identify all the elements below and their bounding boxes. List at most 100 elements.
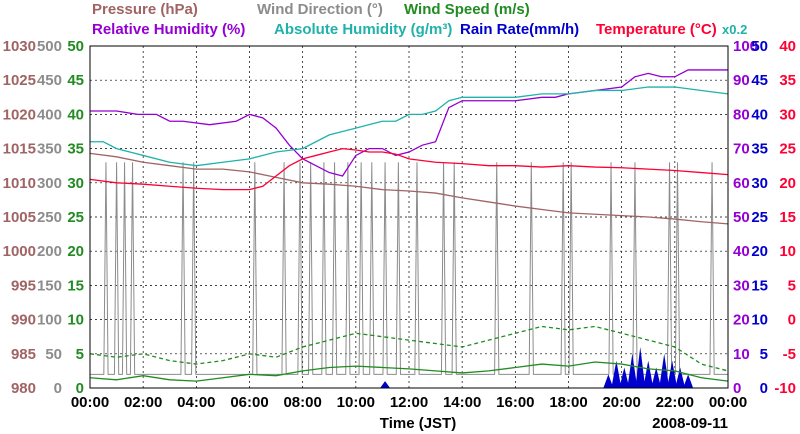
tick-wind-speed: 20 xyxy=(67,243,84,260)
tick-temperature: 10 xyxy=(779,243,796,260)
tick-wind-direction: 100 xyxy=(37,312,62,329)
rain-scale-note: x0.2 xyxy=(722,22,747,37)
chart-grid xyxy=(90,46,728,388)
tick-pressure: 1010 xyxy=(3,175,36,192)
tick-rain-rate: 25 xyxy=(751,209,768,226)
tick-relative-humidity: 80 xyxy=(733,106,750,123)
wind-direction-line xyxy=(90,162,728,375)
rain-bar xyxy=(659,353,670,388)
tick-wind-direction: 150 xyxy=(37,277,62,294)
tick-relative-humidity: 10 xyxy=(733,346,750,363)
tick-rain-rate: 15 xyxy=(751,277,768,294)
tick-pressure: 1025 xyxy=(3,72,36,89)
tick-pressure: 1000 xyxy=(3,243,36,260)
tick-wind-speed: 30 xyxy=(67,175,84,192)
tick-rain-rate: 35 xyxy=(751,141,768,158)
tick-relative-humidity: 90 xyxy=(733,72,750,89)
tick-wind-speed: 40 xyxy=(67,106,84,123)
title-wind_speed: Wind Speed (m/s) xyxy=(404,1,530,18)
x-tick-label: 00:00 xyxy=(709,394,747,411)
tick-relative-humidity: 70 xyxy=(733,141,750,158)
tick-temperature: 5 xyxy=(788,277,796,294)
tick-wind-direction: 0 xyxy=(54,380,62,397)
rain-bar xyxy=(643,360,654,388)
x-tick-label: 18:00 xyxy=(549,394,587,411)
chart-axes: 1030102510201015101010051000995990985980… xyxy=(3,38,796,397)
tick-wind-direction: 200 xyxy=(37,243,62,260)
tick-rain-rate: 40 xyxy=(751,106,768,123)
tick-wind-speed: 10 xyxy=(67,312,84,329)
title-temperature: Temperature (°C) xyxy=(596,21,717,38)
tick-pressure: 1015 xyxy=(3,141,36,158)
rain-bar xyxy=(611,360,622,388)
rain-bar xyxy=(619,367,630,388)
tick-wind-speed: 15 xyxy=(67,277,84,294)
tick-wind-direction: 500 xyxy=(37,38,62,55)
series-absolute-humidity xyxy=(90,86,729,167)
title-relative_humidity: Relative Humidity (%) xyxy=(92,21,245,38)
series-relative-humidity xyxy=(90,69,728,177)
x-tick-label: 04:00 xyxy=(177,394,215,411)
rain-bar xyxy=(675,367,686,388)
series-temperature xyxy=(89,147,729,191)
tick-rain-rate: 30 xyxy=(751,175,768,192)
x-tick-label: 10:00 xyxy=(337,394,375,411)
x-tick-label: 14:00 xyxy=(443,394,481,411)
tick-wind-speed: 5 xyxy=(76,346,84,363)
tick-wind-speed: 35 xyxy=(67,141,84,158)
tick-wind-speed: 25 xyxy=(67,209,84,226)
tick-relative-humidity: 30 xyxy=(733,277,750,294)
tick-wind-direction: 50 xyxy=(45,346,62,363)
x-axis-label: Time (JST) xyxy=(380,415,456,432)
series-pressure xyxy=(89,152,729,225)
title-absolute_humidity: Absolute Humidity (g/m³) xyxy=(274,21,452,38)
plot-frame xyxy=(89,45,729,389)
tick-rain-rate: 50 xyxy=(751,38,768,55)
rain-bar xyxy=(651,367,662,388)
tick-wind-direction: 400 xyxy=(37,106,62,123)
tick-temperature: -10 xyxy=(774,380,796,397)
tick-pressure: 1030 xyxy=(3,38,36,55)
tick-relative-humidity: 0 xyxy=(733,380,741,397)
tick-rain-rate: 10 xyxy=(751,312,768,329)
tick-temperature: 0 xyxy=(788,312,796,329)
x-tick-label: 16:00 xyxy=(496,394,534,411)
x-tick-label: 02:00 xyxy=(124,394,162,411)
tick-rain-rate: 5 xyxy=(760,346,768,363)
rain-bar xyxy=(380,381,391,388)
x-axis: 00:00 02:00 04:00 06:00 08:00 10:00 12:00 14:00… xyxy=(71,394,747,432)
title-wind_direction: Wind Direction (°) xyxy=(257,1,383,18)
tick-wind-direction: 300 xyxy=(37,175,62,192)
date-label: 2008-09-11 xyxy=(652,415,728,432)
tick-temperature: -5 xyxy=(783,346,796,363)
rain-rate-series xyxy=(380,346,694,388)
rain-bar xyxy=(683,374,694,388)
tick-pressure: 1005 xyxy=(3,209,36,226)
tick-pressure: 985 xyxy=(11,346,36,363)
tick-wind-direction: 250 xyxy=(37,209,62,226)
tick-relative-humidity: 60 xyxy=(733,175,750,192)
rain-bar xyxy=(627,353,638,388)
wind-direction-series xyxy=(90,162,728,375)
title-pressure: Pressure (hPa) xyxy=(92,1,198,18)
x-tick-label: 20:00 xyxy=(602,394,640,411)
x-tick-label: 08:00 xyxy=(283,394,321,411)
tick-wind-speed: 45 xyxy=(67,72,84,89)
x-tick-label: 06:00 xyxy=(230,394,268,411)
tick-relative-humidity: 40 xyxy=(733,243,750,260)
tick-temperature: 15 xyxy=(779,209,796,226)
tick-wind-direction: 350 xyxy=(37,141,62,158)
tick-pressure: 1020 xyxy=(3,106,36,123)
tick-pressure: 990 xyxy=(11,312,36,329)
tick-temperature: 40 xyxy=(779,38,796,55)
tick-rain-rate: 20 xyxy=(751,243,768,260)
chart-titles: Pressure (hPa) Wind Direction (°) Wind Spe… xyxy=(92,1,747,38)
tick-relative-humidity: 50 xyxy=(733,209,750,226)
tick-rain-rate: 45 xyxy=(751,72,768,89)
title-rain_rate: Rain Rate(mm/h) xyxy=(460,21,579,38)
tick-wind-speed: 50 xyxy=(67,38,84,55)
x-tick-label: 12:00 xyxy=(390,394,428,411)
tick-temperature: 20 xyxy=(779,175,796,192)
tick-temperature: 35 xyxy=(779,72,796,89)
